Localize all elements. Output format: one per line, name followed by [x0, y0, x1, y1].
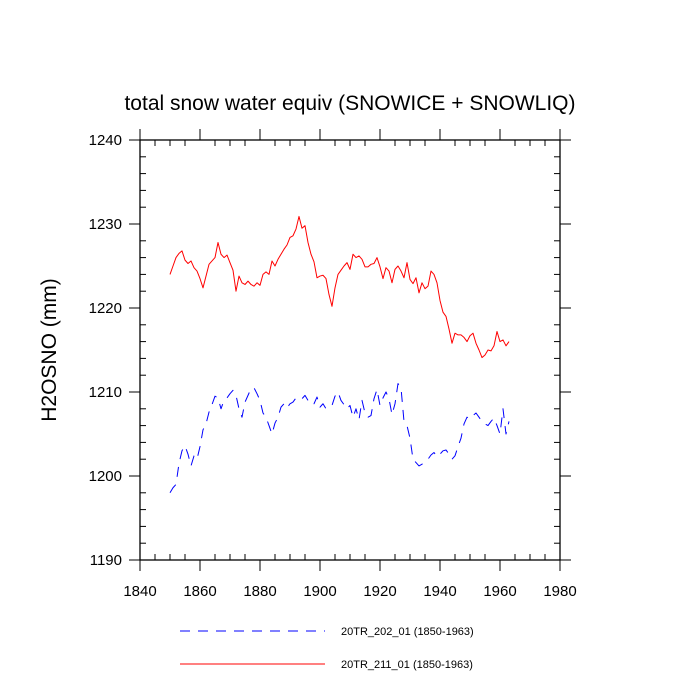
tick-labels: 1840 1860 1880 1900 1920 1940 1960 1980 1190 1200… — [89, 132, 577, 600]
y-tick-label: 1230 — [89, 216, 122, 233]
axis-ticks — [129, 129, 571, 571]
x-tick-label: 1900 — [303, 583, 336, 600]
x-tick-label: 1960 — [483, 583, 516, 600]
series-line-20tr-202-01 — [169, 383, 510, 494]
y-tick-label: 1220 — [89, 300, 122, 317]
y-tick-label: 1190 — [90, 552, 122, 569]
legend-label-20tr-211: 20TR_211_01 (1850-1963) — [341, 659, 473, 671]
y-tick-label: 1210 — [89, 384, 122, 401]
x-tick-label: 1940 — [423, 583, 456, 600]
x-tick-label: 1840 — [123, 583, 156, 600]
series-line-20tr-211-01 — [169, 215, 510, 359]
legend-label-20tr-202: 20TR_202_01 (1850-1963) — [341, 626, 474, 638]
x-tick-label: 1860 — [183, 583, 216, 600]
legend: 20TR_202_01 (1850-1963) 20TR_211_01 (185… — [180, 626, 474, 671]
plot-area — [139, 139, 561, 561]
y-tick-label: 1200 — [89, 468, 122, 485]
chart-title: total snow water equiv (SNOWICE + SNOWLI… — [124, 92, 575, 115]
y-tick-label: 1240 — [89, 132, 122, 149]
y-axis-label: H2OSNO (mm) — [38, 278, 61, 422]
plot-frame — [139, 139, 561, 561]
x-tick-label: 1980 — [543, 583, 576, 600]
series-layer — [169, 215, 510, 494]
x-tick-label: 1920 — [363, 583, 396, 600]
x-tick-label: 1880 — [243, 583, 276, 600]
